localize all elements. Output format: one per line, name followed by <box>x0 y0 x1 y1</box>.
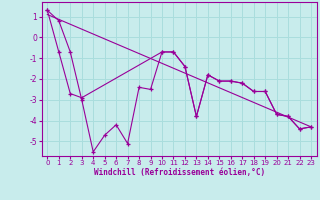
X-axis label: Windchill (Refroidissement éolien,°C): Windchill (Refroidissement éolien,°C) <box>94 168 265 177</box>
